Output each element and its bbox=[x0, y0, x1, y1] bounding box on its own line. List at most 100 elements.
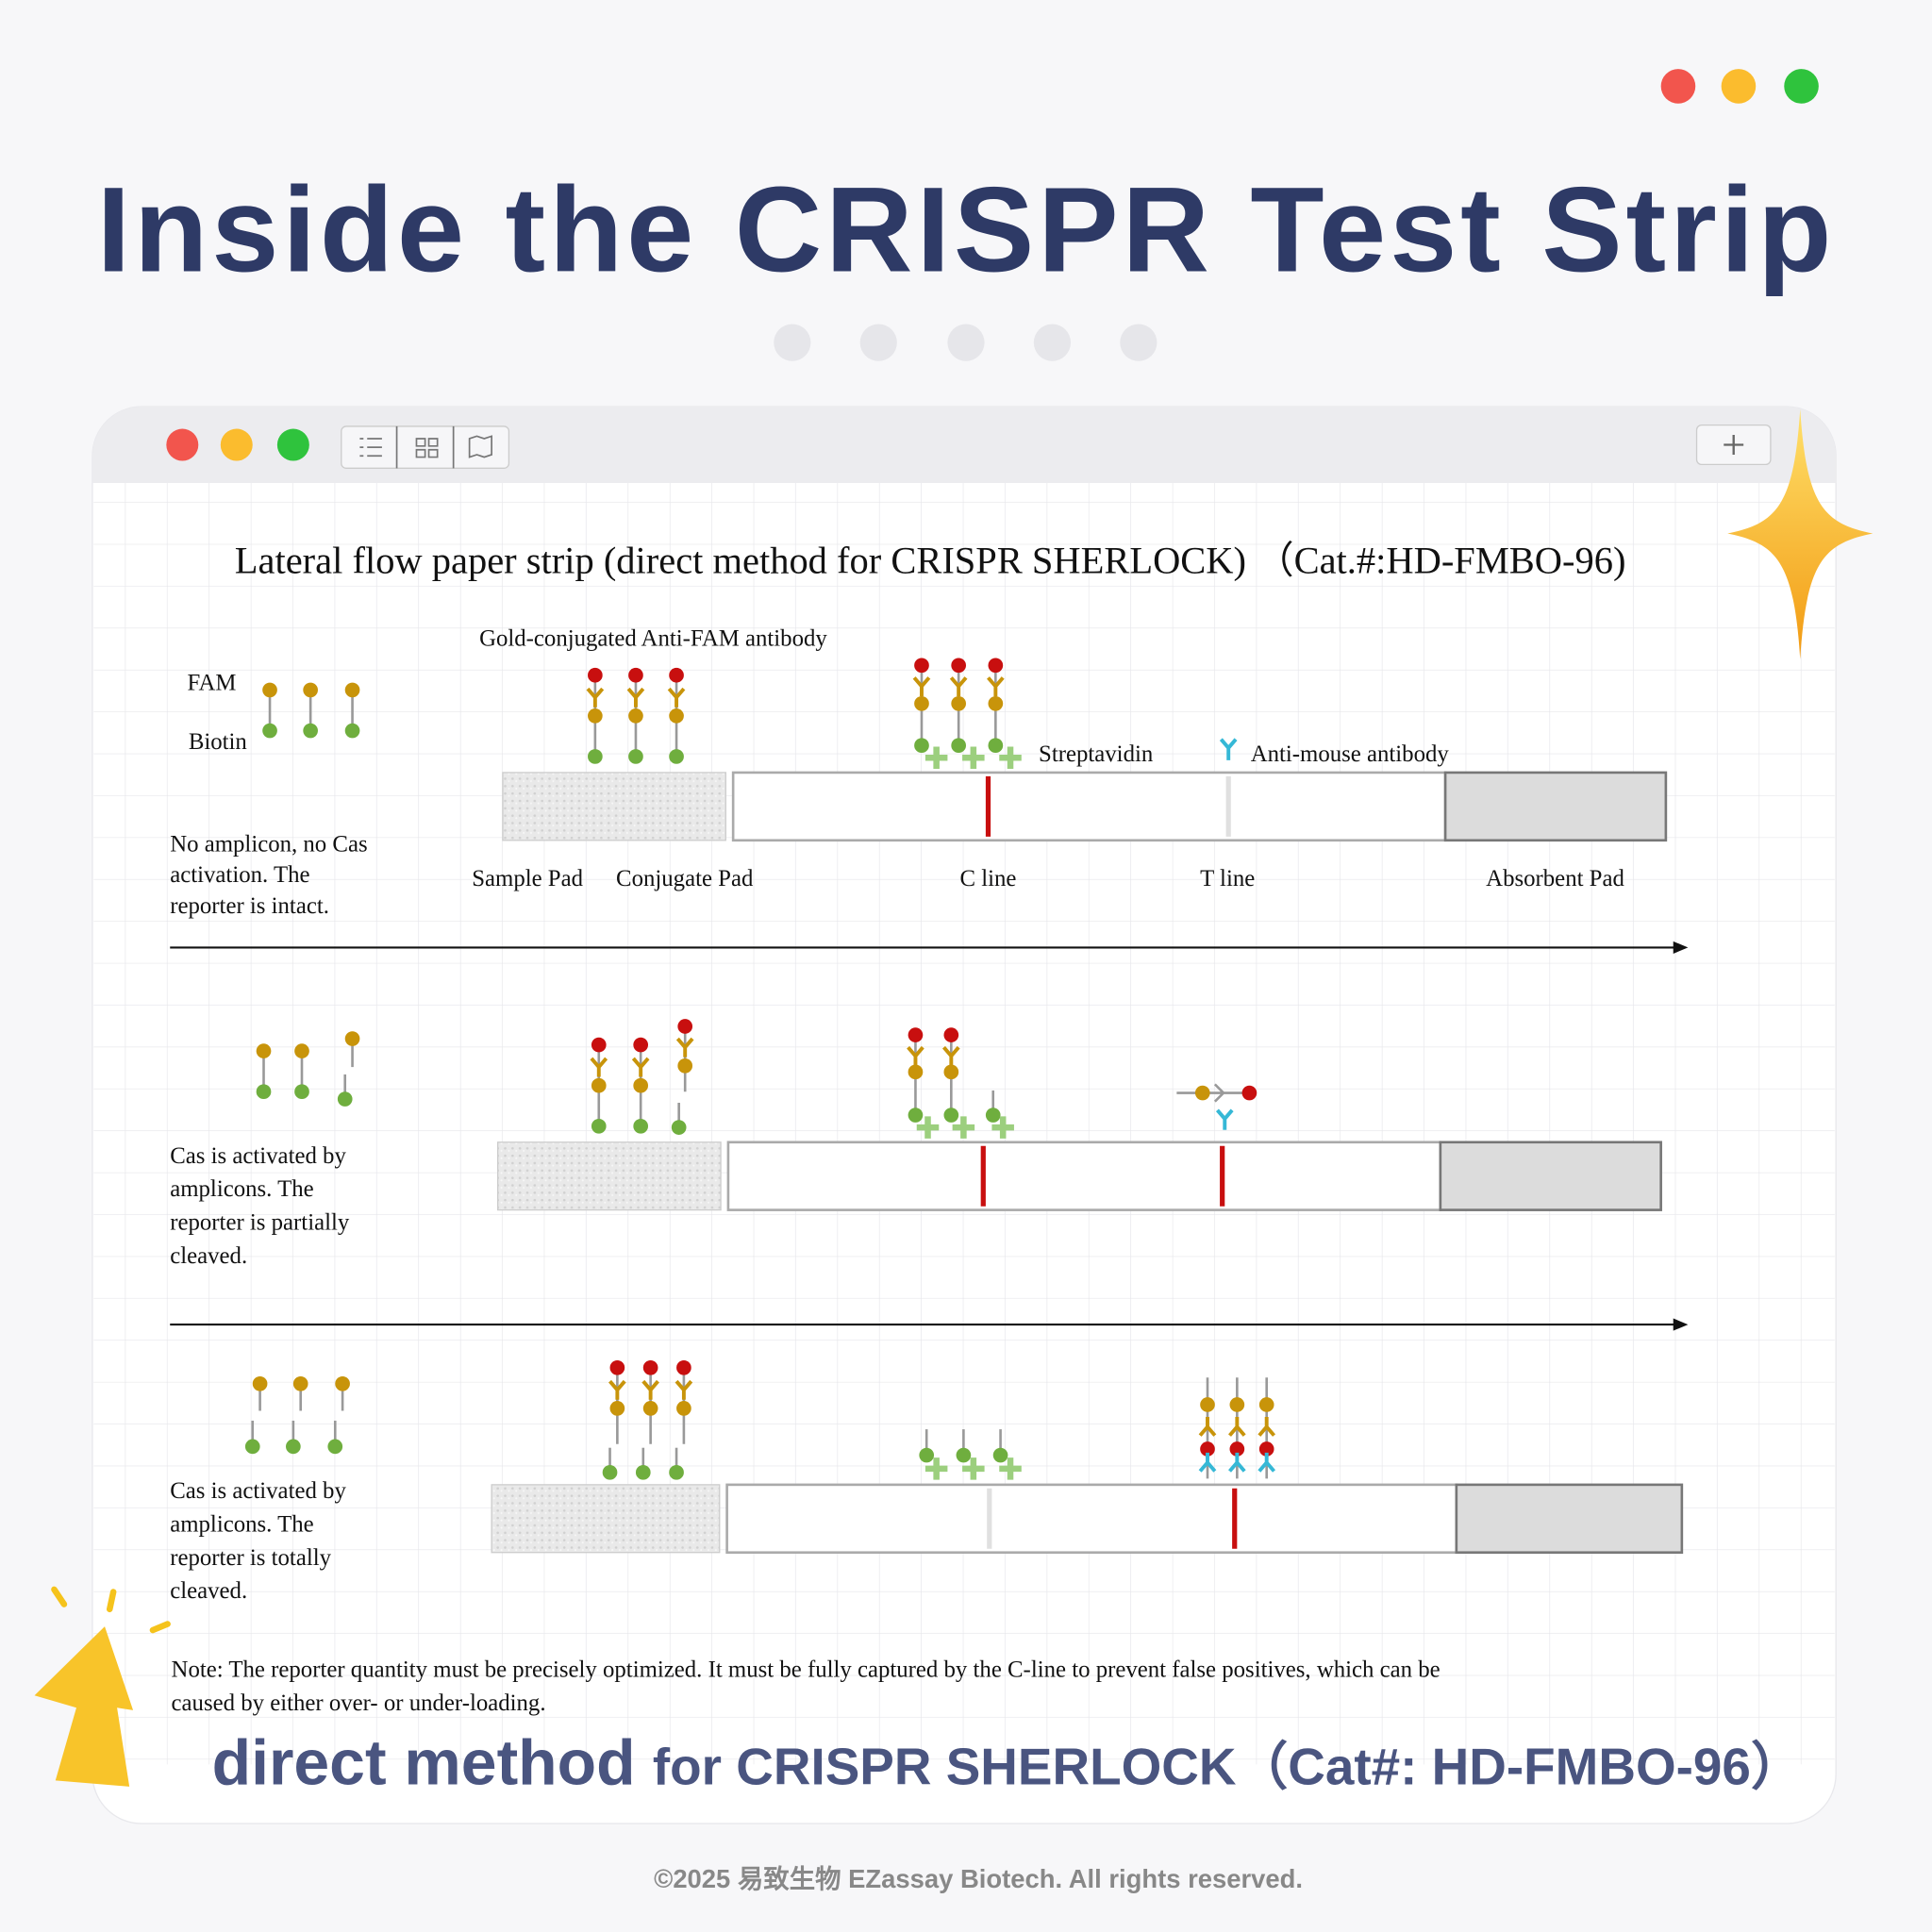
anti-mouse bbox=[1215, 1108, 1234, 1130]
label: reporter is intact. bbox=[170, 893, 329, 919]
bead bbox=[1229, 1441, 1245, 1457]
label: Conjugate Pad bbox=[616, 866, 754, 891]
plus-icon bbox=[1724, 435, 1744, 455]
label: amplicons. The bbox=[170, 1176, 313, 1202]
label: Gold-conjugated Anti-FAM antibody bbox=[479, 625, 827, 651]
subtitle-main: direct method bbox=[212, 1727, 636, 1798]
label: Cas is activated by bbox=[170, 1478, 346, 1504]
bead bbox=[602, 1464, 618, 1480]
bead bbox=[642, 1401, 658, 1416]
bead bbox=[628, 708, 643, 724]
cursor-rays bbox=[51, 1586, 171, 1634]
subtitle: direct method for CRISPR SHERLOCK（Cat#: H… bbox=[212, 1727, 1803, 1798]
antibody bbox=[631, 1057, 650, 1077]
bead bbox=[609, 1401, 625, 1416]
bead bbox=[591, 1077, 607, 1093]
bead bbox=[1200, 1397, 1215, 1412]
membrane bbox=[731, 771, 1447, 842]
label: amplicons. The bbox=[170, 1512, 313, 1538]
streptavidin bbox=[999, 746, 1022, 770]
win-close[interactable] bbox=[166, 428, 199, 461]
bead bbox=[591, 1037, 607, 1053]
bead bbox=[628, 667, 643, 683]
antibody bbox=[907, 1045, 924, 1066]
antibody bbox=[590, 1057, 608, 1077]
label: C line bbox=[959, 866, 1016, 891]
win-min[interactable] bbox=[220, 428, 253, 461]
bead bbox=[676, 1401, 691, 1416]
arrow-head bbox=[1673, 941, 1689, 954]
dot-yellow bbox=[1721, 69, 1757, 104]
sample-pad bbox=[502, 772, 726, 841]
bead bbox=[335, 1375, 350, 1391]
antibody bbox=[949, 676, 968, 696]
streptavidin bbox=[924, 746, 948, 770]
label: FAM bbox=[188, 670, 237, 695]
bead bbox=[294, 1043, 309, 1058]
bead bbox=[956, 1447, 972, 1463]
label: reporter is partially bbox=[170, 1210, 350, 1236]
subtitle-rest: for CRISPR SHERLOCK（Cat#: HD-FMBO-96） bbox=[653, 1737, 1803, 1795]
bead bbox=[588, 708, 603, 724]
antibody bbox=[1257, 1452, 1276, 1473]
label: Biotin bbox=[189, 729, 248, 755]
antibody bbox=[1228, 1417, 1246, 1437]
cursor-arrow bbox=[34, 1626, 134, 1787]
bead bbox=[943, 1108, 959, 1123]
bead bbox=[914, 658, 929, 674]
diagram-title: Lateral flow paper strip (direct method … bbox=[235, 539, 1626, 581]
bead bbox=[988, 738, 1004, 754]
arrow-head bbox=[1673, 1318, 1689, 1331]
antibody bbox=[912, 676, 931, 696]
label: reporter is totally bbox=[170, 1545, 331, 1571]
bead bbox=[256, 1043, 272, 1058]
antibody bbox=[608, 1379, 626, 1400]
dot-green bbox=[1784, 69, 1819, 104]
antibody bbox=[667, 687, 686, 708]
bead bbox=[262, 682, 277, 698]
bead bbox=[988, 695, 1004, 711]
bead bbox=[588, 749, 603, 764]
label: Cas is activated by bbox=[170, 1143, 346, 1169]
bead bbox=[642, 1359, 658, 1375]
bead bbox=[635, 1464, 651, 1480]
bead bbox=[943, 1064, 959, 1080]
bead bbox=[1200, 1441, 1215, 1457]
bead bbox=[344, 682, 360, 698]
bead bbox=[337, 1091, 353, 1107]
bead bbox=[908, 1027, 924, 1042]
anti-mouse-icon bbox=[1219, 738, 1238, 760]
bead bbox=[908, 1064, 924, 1080]
view-switch[interactable] bbox=[341, 425, 510, 469]
bead bbox=[244, 1439, 260, 1455]
bead bbox=[992, 1447, 1008, 1463]
copyright: ©2025 易致生物 EZassay Biotech. All rights r… bbox=[654, 1864, 1303, 1893]
bead bbox=[914, 695, 929, 711]
title-bar bbox=[92, 407, 1837, 483]
bead bbox=[951, 658, 966, 674]
win-max[interactable] bbox=[276, 428, 309, 461]
bead bbox=[633, 1077, 649, 1093]
bead bbox=[943, 1027, 959, 1042]
streptavidin bbox=[952, 1116, 975, 1139]
label: T line bbox=[1200, 866, 1255, 891]
label: No amplicon, no Cas bbox=[170, 832, 367, 858]
bead bbox=[677, 1019, 693, 1034]
streptavidin bbox=[962, 1457, 985, 1480]
bead bbox=[588, 667, 603, 683]
bead bbox=[262, 723, 277, 739]
bead bbox=[671, 1120, 687, 1135]
antibody bbox=[1198, 1417, 1217, 1437]
absorbent-pad bbox=[1439, 1141, 1662, 1211]
antibody bbox=[641, 1379, 659, 1400]
label: activation. The bbox=[170, 862, 309, 888]
sample-pad bbox=[491, 1484, 721, 1554]
bead bbox=[256, 1084, 272, 1100]
streptavidin bbox=[991, 1116, 1014, 1139]
absorbent-pad bbox=[1455, 1483, 1684, 1555]
label: Streptavidin bbox=[1039, 741, 1154, 767]
bead bbox=[669, 667, 684, 683]
bead bbox=[628, 749, 643, 764]
